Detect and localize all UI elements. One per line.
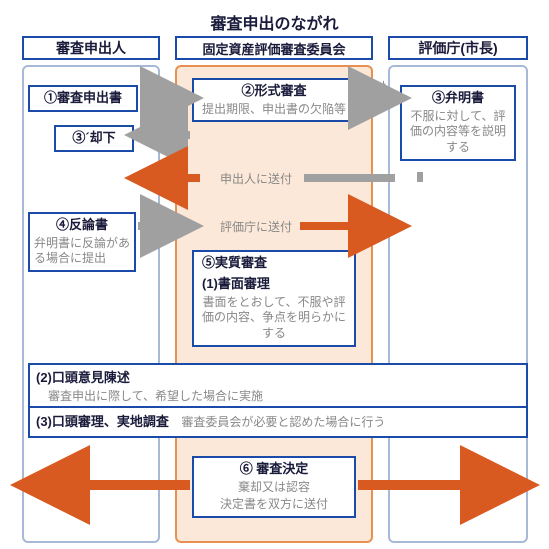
box-oral-opinion: (2)口頭意見陳述 審査申出に際して、希望した場合に実施 bbox=[28, 363, 528, 411]
box-explanation-title: ③弁明書 bbox=[406, 90, 510, 107]
box-oral-opinion-title: (2)口頭意見陳述 bbox=[36, 370, 130, 385]
box-rejection: ③´却下 bbox=[54, 125, 134, 152]
box-application-title: ①審査申出書 bbox=[34, 90, 132, 107]
box-decision-desc2: 決定書を双方に送付 bbox=[198, 497, 350, 513]
box-formal-review: ②形式審査 提出期限、申出書の欠陥等 bbox=[192, 78, 356, 122]
box-counterargument-title: ④反論書 bbox=[34, 217, 130, 234]
label-receive: 受理 bbox=[362, 94, 386, 111]
box-oral-hearing-title: (3)口頭審理、実地調査 bbox=[36, 414, 169, 429]
col-header-office: 評価庁(市長) bbox=[388, 36, 528, 60]
box-oral-opinion-desc: 審査申出に際して、希望した場合に実施 bbox=[36, 389, 263, 403]
box-application: ①審査申出書 bbox=[28, 85, 138, 112]
box-counterargument: ④反論書 弁明書に反論がある場合に提出 bbox=[28, 212, 136, 272]
box-substantive-title: ⑤実質審査 bbox=[198, 255, 350, 272]
box-substantive-desc: 書面をとおして、不服や評価の内容、争点を明らかにする bbox=[198, 295, 350, 342]
box-rejection-title: ③´却下 bbox=[60, 130, 128, 147]
box-explanation-desc: 不服に対して、評価の内容等を説明する bbox=[406, 109, 510, 156]
box-explanation: ③弁明書 不服に対して、評価の内容等を説明する bbox=[400, 85, 516, 161]
box-counterargument-desc: 弁明書に反論がある場合に提出 bbox=[34, 236, 130, 267]
col-header-committee: 固定資産評価審査委員会 bbox=[175, 36, 373, 60]
diagram-canvas: 審査申出のながれ 審査申出人 固定資産評価審査委員会 評価庁(市長) ①審査申出… bbox=[0, 0, 549, 549]
box-decision-title: ⑥ 審査決定 bbox=[198, 461, 350, 478]
box-formal-review-desc: 提出期限、申出書の欠陥等 bbox=[198, 102, 350, 118]
label-submit: 提出 bbox=[148, 78, 172, 95]
label-to-applicant: 申出人に送付 bbox=[220, 170, 292, 187]
box-oral-hearing: (3)口頭審理、実地調査 審査委員会が必要と認めた場合に行う bbox=[28, 406, 528, 438]
box-oral-hearing-desc: 審査委員会が必要と認めた場合に行う bbox=[181, 415, 385, 429]
box-substantive-review: ⑤実質審査 (1)書面審理 書面をとおして、不服や評価の内容、争点を明らかにする bbox=[192, 250, 356, 347]
box-decision-desc1: 棄却又は認容 bbox=[198, 480, 350, 496]
label-send: 送付 bbox=[362, 78, 386, 95]
box-formal-review-title: ②形式審査 bbox=[198, 83, 350, 100]
col-header-applicant: 審査申出人 bbox=[22, 36, 160, 60]
label-to-office: 評価庁に送付 bbox=[220, 218, 292, 235]
box-decision: ⑥ 審査決定 棄却又は認容 決定書を双方に送付 bbox=[192, 456, 356, 518]
diagram-title: 審査申出のながれ bbox=[0, 10, 549, 34]
box-substantive-sub: (1)書面審理 bbox=[198, 276, 350, 293]
